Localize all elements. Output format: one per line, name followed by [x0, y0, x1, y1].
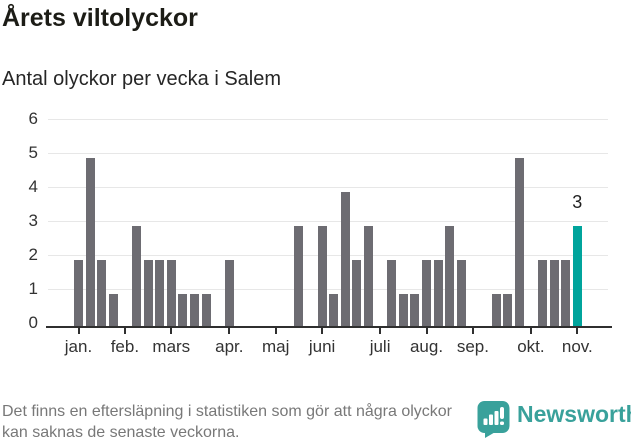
gridline-2 — [48, 255, 608, 256]
bar-week-37 — [491, 294, 501, 326]
x-tick-jan — [77, 328, 80, 334]
bar-week-6 — [132, 226, 141, 326]
x-tick-feb — [123, 328, 126, 334]
bar-week-28 — [387, 260, 397, 326]
x-axis-label-mars: mars — [152, 337, 191, 356]
bar-week-1 — [74, 260, 83, 326]
x-tick-juli — [379, 328, 382, 334]
chart-subtitle: Antal olyckor per vecka i Salem — [2, 68, 282, 90]
gridline-3 — [48, 221, 608, 222]
y-axis-label-3: 3 — [28, 211, 38, 230]
y-axis-label-1: 1 — [28, 279, 38, 298]
bar-week-42 — [549, 260, 559, 326]
x-axis-label-juni: juni — [308, 337, 336, 356]
newsworthy-bubble-chart-icon — [477, 401, 510, 438]
x-axis-line — [46, 326, 612, 328]
x-axis-label-okt: okt. — [517, 337, 545, 356]
bar-week-32 — [433, 260, 443, 326]
bar-week-22 — [317, 226, 327, 326]
bar-week-43 — [561, 260, 571, 326]
bar-week-26 — [364, 226, 373, 326]
bar-week-33 — [445, 226, 455, 326]
bar-week-31 — [422, 260, 431, 326]
bar-week-2 — [85, 158, 95, 326]
brand-name: Newsworthy — [517, 401, 631, 427]
x-tick-juni — [321, 328, 324, 334]
x-tick-sep — [471, 328, 474, 334]
x-tick-aug — [425, 328, 428, 334]
x-tick-okt — [529, 328, 532, 334]
newsworthy-logo: Newsworthy — [477, 399, 631, 439]
bar-week-44-highlight — [572, 226, 582, 326]
y-axis-label-2: 2 — [28, 245, 38, 264]
bar-week-24 — [340, 192, 350, 326]
x-tick-maj — [274, 328, 277, 334]
bar-week-41 — [538, 260, 547, 326]
gridline-1 — [48, 289, 608, 290]
gridline-5 — [48, 153, 608, 154]
x-axis-label-feb: feb. — [110, 337, 140, 356]
bar-week-3 — [97, 260, 107, 326]
footnote: Det finns en eftersläpning i statistiken… — [2, 403, 452, 439]
bar-week-11 — [190, 294, 199, 326]
y-axis-label-4: 4 — [28, 177, 38, 196]
bar-week-20 — [294, 226, 304, 326]
bar-week-12 — [201, 294, 211, 326]
x-tick-mars — [170, 328, 173, 334]
bar-week-23 — [329, 294, 339, 326]
x-axis-label-aug: aug. — [409, 337, 444, 356]
bar-week-25 — [352, 260, 362, 326]
bar-week-7 — [143, 260, 153, 326]
bar-week-29 — [398, 294, 408, 326]
bar-week-8 — [155, 260, 165, 326]
bar-week-34 — [456, 260, 466, 326]
x-axis-label-juli: juli — [369, 337, 391, 356]
x-axis-label-apr: apr. — [215, 337, 244, 356]
x-axis-label-sep: sep. — [456, 337, 489, 356]
bar-week-10 — [178, 294, 188, 326]
bar-week-30 — [410, 294, 420, 326]
bar-week-4 — [108, 294, 118, 326]
y-axis-label-5: 5 — [28, 143, 38, 162]
y-axis-label-0: 0 — [28, 313, 38, 332]
x-axis-label-nov: nov. — [561, 337, 593, 356]
x-tick-nov — [576, 328, 579, 334]
gridline-6 — [48, 119, 608, 120]
x-axis-label-maj: maj — [261, 337, 290, 356]
gridline-4 — [48, 187, 608, 188]
x-tick-apr — [228, 328, 231, 334]
bar-week-9 — [166, 260, 176, 326]
bar-week-38 — [503, 294, 513, 326]
page-title: Årets viltolyckor — [2, 4, 198, 32]
highlight-value-label: 3 — [572, 192, 583, 212]
bar-week-39 — [514, 158, 524, 326]
y-axis-label-6: 6 — [28, 109, 38, 128]
x-axis-label-jan: jan. — [64, 337, 93, 356]
bar-week-14 — [224, 260, 234, 326]
